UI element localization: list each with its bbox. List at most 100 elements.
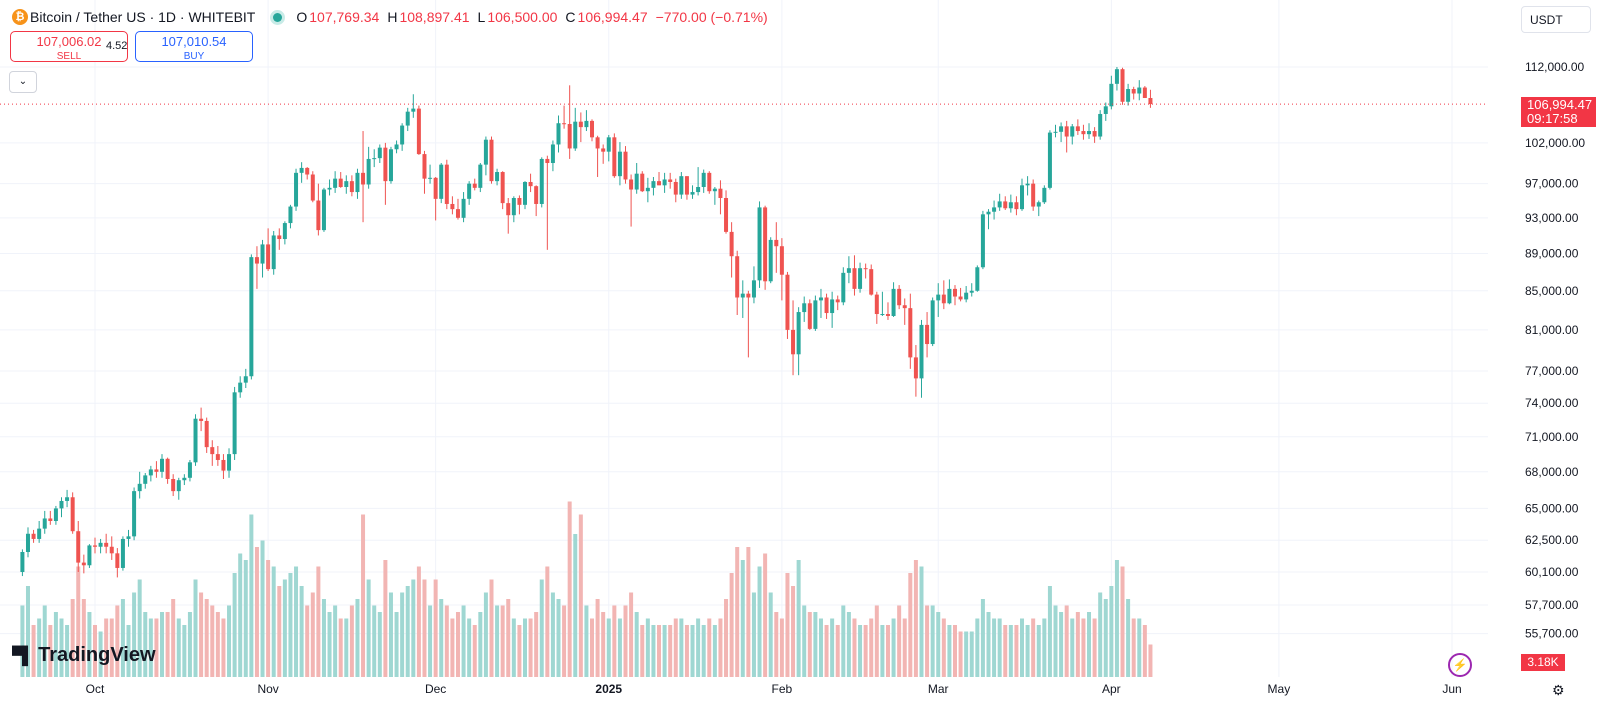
tradingview-logo[interactable]: ▀▌ TradingView bbox=[12, 644, 156, 666]
high-value: 108,897.41 bbox=[399, 9, 470, 25]
volume-bar bbox=[238, 553, 243, 677]
candle-body bbox=[321, 189, 326, 231]
price-tick-label: 62,500.00 bbox=[1525, 533, 1579, 547]
volume-bar bbox=[1075, 612, 1080, 677]
volume-bar bbox=[511, 618, 516, 677]
candle-body bbox=[992, 207, 997, 212]
volume-bar bbox=[1126, 599, 1131, 677]
candle-body bbox=[606, 137, 611, 152]
candle-body bbox=[1059, 126, 1064, 132]
volume-bar bbox=[1070, 618, 1075, 677]
sell-button[interactable]: 107,006.02 SELL bbox=[10, 31, 128, 62]
candle-body bbox=[377, 147, 382, 159]
candle-body bbox=[617, 151, 622, 177]
candle-body bbox=[913, 357, 918, 379]
volume-bar bbox=[885, 625, 890, 677]
candle-body bbox=[729, 231, 734, 257]
volume-bar bbox=[724, 599, 729, 677]
time-tick-label: Nov bbox=[257, 682, 278, 696]
candle-body bbox=[1114, 69, 1119, 84]
candle-body bbox=[87, 545, 92, 566]
candle-body bbox=[132, 491, 137, 537]
volume-bar bbox=[232, 573, 237, 677]
volume-bar bbox=[338, 618, 343, 677]
volume-bar bbox=[176, 618, 181, 677]
volume-bar bbox=[539, 579, 544, 677]
candle-body bbox=[528, 181, 533, 187]
volume-bar bbox=[148, 618, 153, 677]
volume-bar bbox=[137, 579, 142, 677]
chevron-down-icon[interactable]: ⌄ bbox=[9, 71, 37, 93]
candle-body bbox=[1126, 89, 1131, 102]
candle-body bbox=[489, 139, 494, 182]
lightning-icon[interactable]: ⚡ bbox=[1448, 653, 1472, 677]
volume-bar bbox=[517, 625, 522, 677]
volume-bar bbox=[657, 625, 662, 677]
candle-body bbox=[238, 382, 243, 393]
volume-bar bbox=[645, 618, 650, 677]
volume-bar bbox=[266, 560, 271, 677]
volume-bar bbox=[707, 618, 712, 677]
candle-body bbox=[517, 197, 522, 205]
candle-body bbox=[394, 144, 399, 150]
volume-bar bbox=[1098, 592, 1103, 677]
candle-body bbox=[757, 207, 762, 281]
volume-bar bbox=[53, 612, 58, 677]
candle-body bbox=[662, 179, 667, 186]
volume-bar bbox=[1148, 644, 1153, 677]
volume-bar bbox=[277, 586, 282, 677]
candle-body bbox=[785, 274, 790, 330]
candle-body bbox=[495, 172, 500, 182]
candle-body bbox=[930, 300, 935, 345]
low-value: 106,500.00 bbox=[487, 9, 558, 25]
candle-body bbox=[964, 292, 969, 300]
price-tick-label: 77,000.00 bbox=[1525, 364, 1579, 378]
volume-bar bbox=[221, 618, 226, 677]
candle-body bbox=[595, 137, 600, 149]
candle-body bbox=[254, 257, 259, 264]
candle-body bbox=[199, 418, 204, 421]
candle-body bbox=[361, 172, 366, 185]
candle-body bbox=[874, 294, 879, 315]
price-axis: 112,000.00 102,000.00 97,000.00 93,000.00 89… bbox=[1525, 60, 1585, 641]
currency-select[interactable]: USDT bbox=[1521, 6, 1591, 33]
volume-bar bbox=[567, 501, 572, 677]
candle-body bbox=[534, 186, 539, 204]
volume-bar bbox=[165, 612, 170, 677]
volume-bar bbox=[1137, 618, 1142, 677]
candle-body bbox=[70, 497, 75, 532]
candle-body bbox=[718, 188, 723, 198]
volume-bar bbox=[433, 579, 438, 677]
candle-body bbox=[880, 314, 885, 316]
candle-body bbox=[1031, 183, 1036, 207]
volume-bar bbox=[98, 631, 103, 677]
candle-body bbox=[165, 458, 170, 480]
candle-body bbox=[1003, 201, 1008, 209]
volume-bar bbox=[612, 605, 617, 677]
symbol-title[interactable]: Bitcoin / Tether US · 1D · WHITEBIT bbox=[30, 9, 256, 25]
volume-bar bbox=[294, 566, 299, 677]
volume-bar bbox=[500, 605, 505, 677]
candle-body bbox=[1053, 131, 1058, 133]
volume-bar bbox=[606, 618, 611, 677]
volume-bar bbox=[1025, 625, 1030, 677]
volume-bar bbox=[729, 573, 734, 677]
candle-body bbox=[562, 123, 567, 125]
buy-button[interactable]: 107,010.54 BUY bbox=[135, 31, 253, 62]
candle-body bbox=[171, 479, 176, 492]
volume-bar bbox=[450, 618, 455, 677]
candle-body bbox=[478, 164, 483, 188]
candle-body bbox=[629, 179, 634, 190]
candle-body bbox=[746, 293, 751, 298]
volume-bar bbox=[751, 592, 756, 677]
volume-bar bbox=[76, 566, 81, 677]
volume-bar bbox=[171, 599, 176, 677]
gear-icon[interactable]: ⚙ bbox=[1552, 682, 1565, 698]
volume-bar bbox=[215, 612, 220, 677]
volume-bar bbox=[120, 599, 125, 677]
volume-bar bbox=[601, 612, 606, 677]
volume-bar bbox=[160, 612, 165, 677]
candle-body bbox=[1137, 87, 1142, 94]
volume-bar bbox=[65, 625, 70, 677]
